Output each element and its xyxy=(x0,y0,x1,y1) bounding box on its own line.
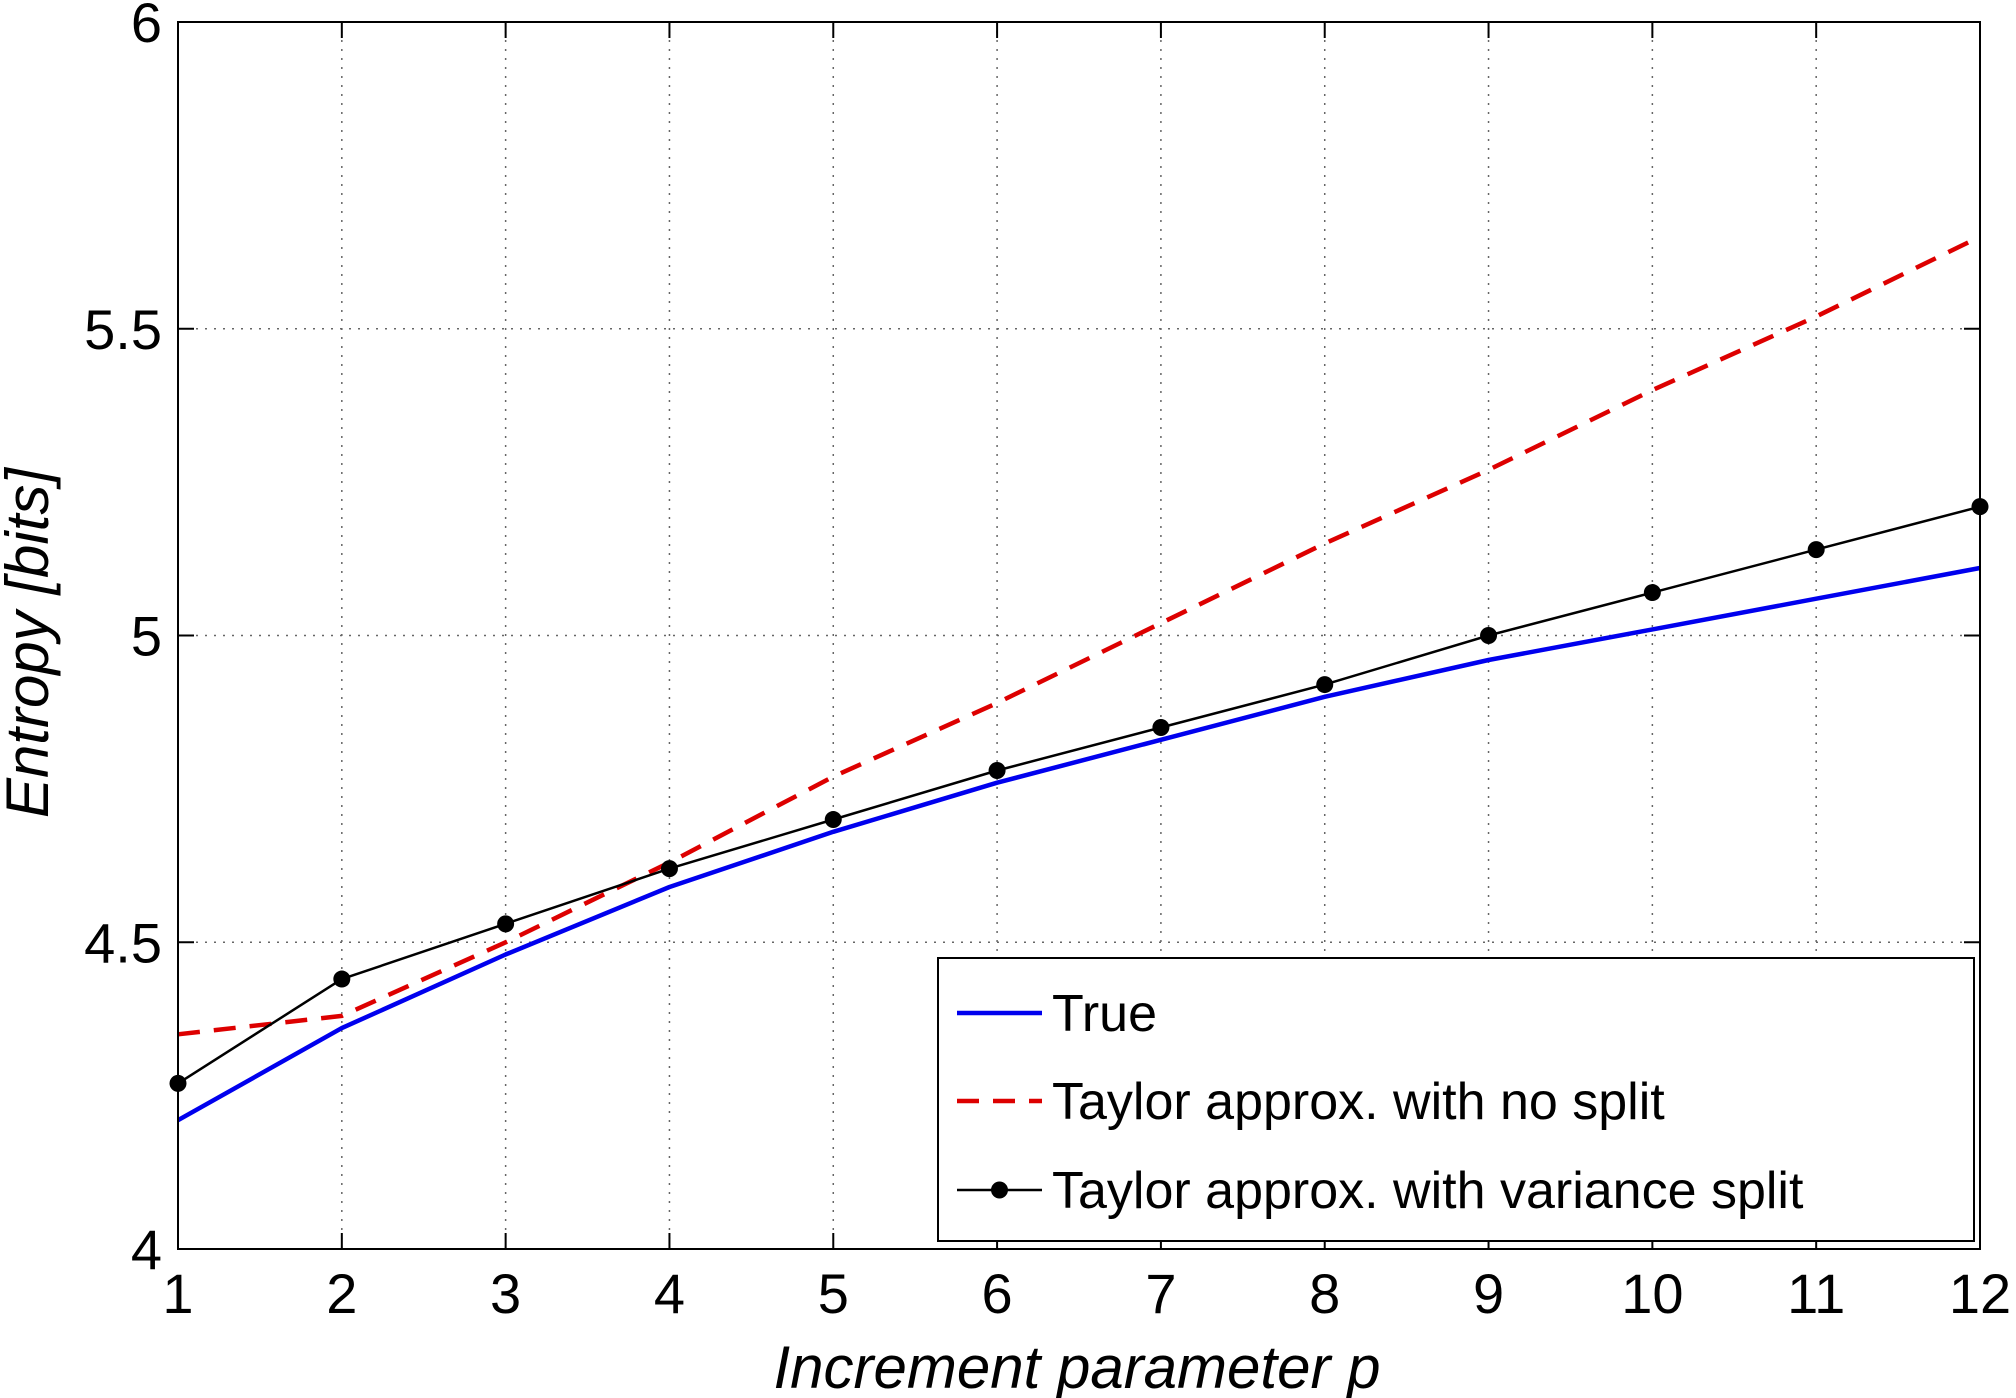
legend-label: True xyxy=(1052,985,1157,1043)
y-tick-label: 5.5 xyxy=(84,298,162,361)
y-axis-title: Entropy [bits] xyxy=(0,467,61,818)
series-point xyxy=(1480,627,1498,644)
y-tick-label: 6 xyxy=(131,0,162,54)
x-tick-label: 6 xyxy=(982,1262,1013,1325)
legend-label: Taylor approx. with no split xyxy=(1052,1073,1665,1131)
x-tick-label: 11 xyxy=(1787,1262,1845,1325)
series-point xyxy=(988,761,1006,779)
series-point xyxy=(660,860,678,878)
series-point xyxy=(1152,719,1170,737)
x-axis-title: Increment parameter p xyxy=(774,1334,1381,1398)
series-point xyxy=(333,970,351,988)
x-tick-label: 4 xyxy=(654,1262,685,1325)
legend-marker xyxy=(991,1181,1008,1199)
series-layer xyxy=(169,234,1989,1123)
legend: True Taylor approx. with no split Taylor a… xyxy=(937,957,1975,1242)
series-point xyxy=(1316,676,1334,694)
legend-box xyxy=(937,957,1975,1242)
legend-label: Taylor approx. with variance split xyxy=(1052,1162,1804,1220)
x-tick-label: 12 xyxy=(1949,1262,2011,1325)
x-tick-label: 1 xyxy=(162,1262,193,1325)
series-point xyxy=(824,811,842,829)
x-tick-label: 10 xyxy=(1621,1262,1683,1325)
y-tick-label: 4.5 xyxy=(84,911,162,974)
x-tick-label: 5 xyxy=(818,1262,849,1325)
series-line-3 xyxy=(177,505,1981,1085)
series-point xyxy=(497,915,515,933)
x-tick-label: 7 xyxy=(1145,1262,1176,1325)
series-line-2 xyxy=(177,234,1981,1037)
x-tick-label: 9 xyxy=(1473,1262,1504,1325)
y-tick-label: 4 xyxy=(131,1218,162,1281)
x-tick-label: 3 xyxy=(490,1262,521,1325)
x-tick-label: 8 xyxy=(1309,1262,1340,1325)
x-tick-label: 2 xyxy=(326,1262,357,1325)
series-line-1 xyxy=(176,565,1981,1123)
series-point xyxy=(1807,541,1825,559)
y-tick-label: 5 xyxy=(131,605,162,668)
series-point xyxy=(1643,584,1661,602)
